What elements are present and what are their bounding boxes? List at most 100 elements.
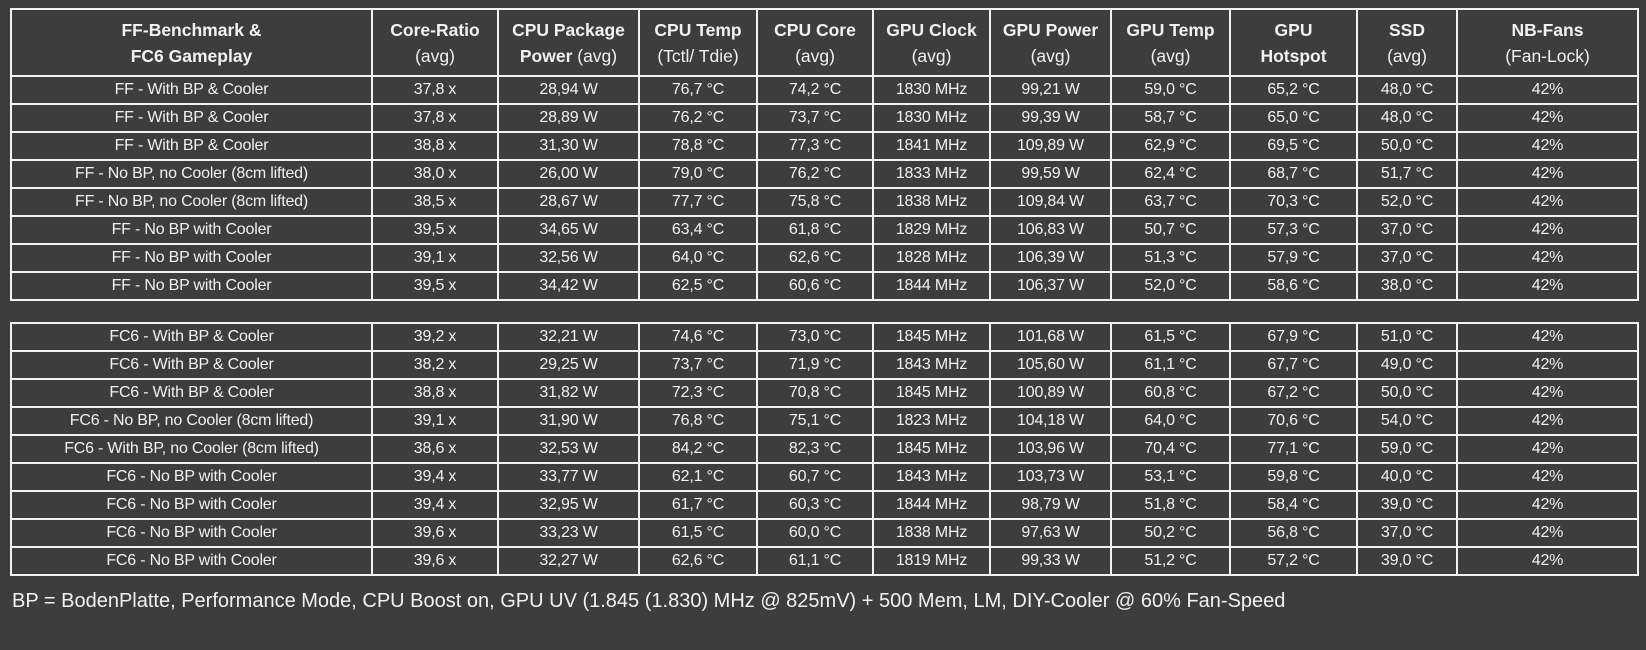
cell-gpu_power: 99,33 W [989,546,1112,576]
cell-benchmark: FF - With BP & Cooler [10,103,373,133]
cell-gpu_temp: 62,9 °C [1110,131,1231,161]
header-text: NB-Fans [1511,20,1584,40]
cell-cpu_temp: 76,7 °C [638,75,758,105]
cell-ssd: 39,0 °C [1356,490,1458,520]
cell-gpu_temp: 64,0 °C [1110,406,1231,436]
cell-gpu_hotspot: 56,8 °C [1229,518,1358,548]
cell-gpu_clock: 1838 MHz [872,518,991,548]
cell-cpu_temp: 62,6 °C [638,546,758,576]
cell-gpu_hotspot: 68,7 °C [1229,159,1358,189]
cell-cpu_core: 70,8 °C [756,378,874,408]
cell-gpu_power: 99,21 W [989,75,1112,105]
table-body: FF - With BP & Cooler 37,8 x 28,94 W 76,7 °… [10,75,1639,576]
cell-gpu_clock: 1823 MHz [872,406,991,436]
cell-gpu_clock: 1843 MHz [872,350,991,380]
column-header-cpu_temp: CPU Temp (Tctl/ Tdie) [638,8,758,77]
header-text: (avg) [577,46,618,66]
cell-ssd: 38,0 °C [1356,271,1458,301]
cell-cpu_core: 74,2 °C [756,75,874,105]
cell-nb_fans: 42% [1456,103,1639,133]
cell-benchmark: FC6 - With BP & Cooler [10,350,373,380]
cell-nb_fans: 42% [1456,490,1639,520]
cell-benchmark: FC6 - With BP & Cooler [10,322,373,352]
cell-nb_fans: 42% [1456,243,1639,273]
cell-nb_fans: 42% [1456,518,1639,548]
cell-gpu_hotspot: 57,2 °C [1229,546,1358,576]
benchmark-table-container: FF-Benchmark & FC6 Gameplay Core-Ratio (avg… [10,8,1639,576]
cell-core_ratio: 37,8 x [371,103,499,133]
cell-gpu_hotspot: 65,2 °C [1229,75,1358,105]
header-text: (avg) [1150,46,1191,66]
cell-core_ratio: 39,6 x [371,518,499,548]
cell-cpu_package_power: 29,25 W [497,350,640,380]
cell-ssd: 37,0 °C [1356,215,1458,245]
cell-benchmark: FF - No BP, no Cooler (8cm lifted) [10,159,373,189]
cell-gpu_clock: 1845 MHz [872,378,991,408]
cell-cpu_temp: 62,5 °C [638,271,758,301]
spacer-cell [11,300,1638,323]
footer-note: BP = BodenPlatte, Performance Mode, CPU … [12,590,1286,612]
cell-gpu_hotspot: 77,1 °C [1229,434,1358,464]
cell-nb_fans: 42% [1456,546,1639,576]
column-header-ssd: SSD (avg) [1356,8,1458,77]
cell-core_ratio: 38,2 x [371,350,499,380]
cell-cpu_core: 77,3 °C [756,131,874,161]
cell-core_ratio: 38,8 x [371,378,499,408]
table-row: FF - No BP, no Cooler (8cm lifted) 38,5 x… [10,187,1639,217]
cell-ssd: 52,0 °C [1356,187,1458,217]
cell-benchmark: FC6 - No BP with Cooler [10,546,373,576]
cell-gpu_power: 100,89 W [989,378,1112,408]
cell-ssd: 51,7 °C [1356,159,1458,189]
cell-gpu_power: 103,73 W [989,462,1112,492]
cell-gpu_power: 99,59 W [989,159,1112,189]
header-text: SSD [1389,20,1425,40]
header-text: (avg) [415,46,455,66]
cell-cpu_temp: 84,2 °C [638,434,758,464]
cell-nb_fans: 42% [1456,462,1639,492]
cell-ssd: 54,0 °C [1356,406,1458,436]
cell-gpu_power: 106,39 W [989,243,1112,273]
cell-cpu_core: 60,0 °C [756,518,874,548]
cell-gpu_power: 103,96 W [989,434,1112,464]
cell-gpu_hotspot: 70,6 °C [1229,406,1358,436]
cell-cpu_core: 71,9 °C [756,350,874,380]
cell-ssd: 59,0 °C [1356,434,1458,464]
cell-benchmark: FC6 - No BP with Cooler [10,518,373,548]
table-row: FF - With BP & Cooler 38,8 x 31,30 W 78,8 °… [10,131,1639,161]
header-text: Hotspot [1260,46,1327,66]
cell-core_ratio: 39,4 x [371,462,499,492]
table-row: FC6 - No BP with Cooler 39,6 x 32,27 W 62,6… [10,546,1639,576]
header-text: FF-Benchmark & [121,20,262,40]
cell-benchmark: FF - No BP with Cooler [10,243,373,273]
header-text: CPU Core [774,20,856,40]
column-header-cpu_core: CPU Core (avg) [756,8,874,77]
cell-cpu_temp: 62,1 °C [638,462,758,492]
cell-gpu_temp: 50,2 °C [1110,518,1231,548]
cell-gpu_hotspot: 59,8 °C [1229,462,1358,492]
header-text: GPU Temp [1126,20,1215,40]
header-text: (avg) [911,46,952,66]
cell-gpu_power: 104,18 W [989,406,1112,436]
cell-ssd: 50,0 °C [1356,131,1458,161]
header-text: (avg) [1030,46,1071,66]
column-header-core_ratio: Core-Ratio (avg) [371,8,499,77]
cell-benchmark: FF - No BP with Cooler [10,271,373,301]
cell-nb_fans: 42% [1456,350,1639,380]
cell-gpu_clock: 1819 MHz [872,546,991,576]
cell-cpu_core: 73,0 °C [756,322,874,352]
cell-gpu_power: 105,60 W [989,350,1112,380]
cell-cpu_package_power: 31,82 W [497,378,640,408]
column-header-gpu_power: GPU Power (avg) [989,8,1112,77]
cell-cpu_package_power: 34,42 W [497,271,640,301]
cell-gpu_hotspot: 69,5 °C [1229,131,1358,161]
table-row: FC6 - No BP with Cooler 39,4 x 32,95 W 61,7… [10,490,1639,520]
cell-gpu_hotspot: 67,9 °C [1229,322,1358,352]
cell-cpu_core: 75,1 °C [756,406,874,436]
cell-gpu_temp: 60,8 °C [1110,378,1231,408]
table-header: FF-Benchmark & FC6 Gameplay Core-Ratio (avg… [10,8,1639,77]
cell-benchmark: FC6 - No BP, no Cooler (8cm lifted) [10,406,373,436]
cell-gpu_temp: 62,4 °C [1110,159,1231,189]
cell-benchmark: FF - No BP with Cooler [10,215,373,245]
cell-gpu_power: 106,37 W [989,271,1112,301]
